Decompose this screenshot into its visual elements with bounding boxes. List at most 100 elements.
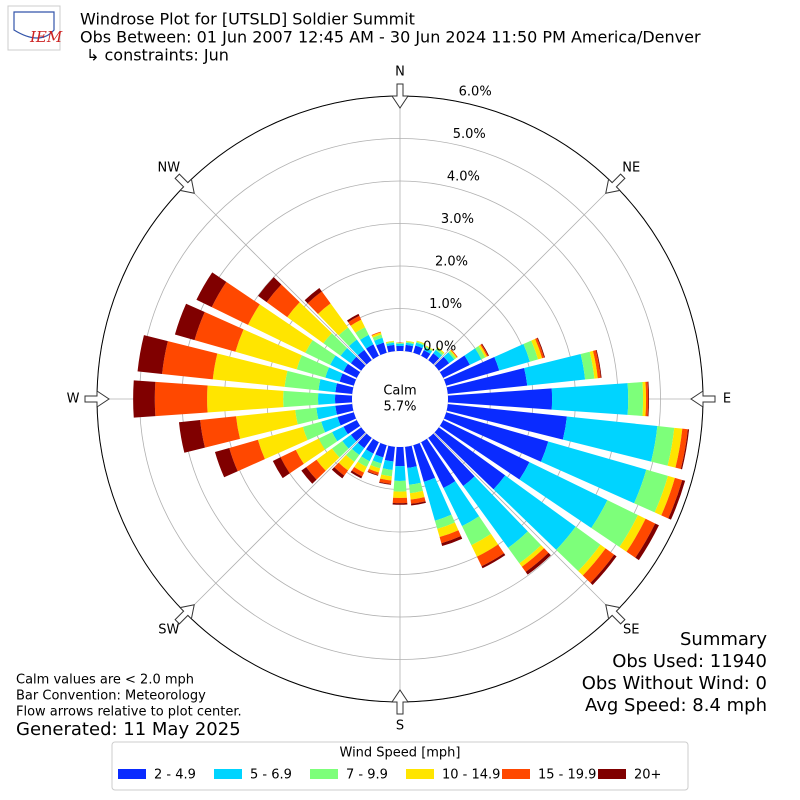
note: Flow arrows relative to plot center.	[16, 705, 242, 720]
wind-bar	[413, 345, 423, 356]
wind-bar	[335, 383, 354, 394]
wind-bar	[334, 462, 349, 476]
wind-bar	[437, 522, 459, 538]
compass-arrow	[690, 390, 716, 408]
summary: Obs Without Wind: 0	[582, 673, 767, 694]
wind-bar	[247, 304, 313, 353]
summary: Summary	[680, 629, 767, 650]
wind-bar	[258, 277, 282, 303]
wind-bar	[634, 469, 668, 513]
wind-bar	[441, 536, 463, 547]
wind-bar	[317, 393, 336, 405]
wind-bar	[350, 319, 365, 333]
wind-bar	[475, 346, 486, 360]
wind-bar	[421, 350, 431, 360]
grid-spoke	[433, 184, 615, 366]
wind-bar	[661, 477, 683, 519]
wind-bar	[330, 355, 348, 372]
direction-label: SW	[158, 623, 179, 638]
logo-text: IEM	[29, 28, 63, 46]
wind-bar	[675, 428, 688, 470]
wind-bar	[439, 530, 462, 544]
calm-value: 5.7%	[383, 400, 416, 415]
wind-bar	[334, 394, 353, 404]
y-tick-label: 4.0%	[447, 170, 480, 185]
wind-bar	[372, 334, 383, 341]
wind-bar	[302, 421, 326, 441]
wind-bar	[386, 342, 395, 347]
wind-bar	[379, 478, 392, 484]
wind-bar	[318, 432, 338, 450]
wind-bar	[229, 439, 265, 472]
wind-bar	[214, 447, 238, 478]
wind-bar	[589, 350, 598, 379]
wind-bar	[436, 347, 445, 354]
wind-bar	[392, 502, 408, 505]
wind-bar	[235, 329, 302, 370]
wind-bar	[370, 460, 382, 469]
wind-bar	[137, 335, 168, 374]
legend-label: 10 - 14.9	[442, 768, 500, 783]
wind-bar	[619, 515, 646, 552]
wind-bar	[376, 342, 387, 356]
wind-bar	[434, 514, 455, 529]
wind-bar	[343, 420, 361, 435]
wind-bar	[350, 470, 363, 479]
direction-label: NW	[157, 160, 180, 175]
y-tick-label: 2.0%	[435, 255, 468, 270]
legend-label: 2 - 4.9	[154, 768, 196, 783]
note: Bar Convention: Meteorology	[16, 689, 206, 704]
wind-bar	[580, 351, 595, 380]
wind-bar	[367, 471, 379, 476]
wind-bar	[323, 333, 348, 356]
legend-swatch	[406, 769, 434, 779]
wind-bar	[392, 497, 408, 504]
legend-label: 20+	[634, 768, 661, 783]
y-tick-label: 1.0%	[429, 297, 462, 312]
wind-bar	[481, 343, 489, 356]
wind-bar	[410, 497, 426, 504]
wind-bar	[421, 438, 456, 488]
chart-title: Windrose Plot for [UTSLD] Soldier Summit	[80, 10, 415, 29]
wind-bar	[642, 381, 647, 417]
calm-circle	[352, 351, 448, 447]
wind-bar	[523, 340, 539, 362]
wind-bar	[449, 350, 458, 359]
wind-bar	[591, 500, 638, 548]
wind-bar	[626, 518, 656, 558]
wind-bar	[266, 284, 300, 318]
wind-bar	[375, 442, 387, 458]
wind-bar	[423, 347, 433, 354]
wind-bar	[381, 468, 393, 477]
direction-label: E	[723, 392, 731, 407]
wind-bar	[384, 445, 395, 462]
wind-bar	[360, 334, 374, 349]
wind-bar	[174, 303, 205, 341]
wind-bar	[351, 466, 365, 477]
y-tick-label: 5.0%	[453, 127, 486, 142]
wind-bar	[590, 554, 617, 585]
wind-bar	[207, 385, 284, 413]
wind-bar	[443, 357, 500, 386]
wind-bar	[393, 491, 407, 499]
wind-bar	[434, 427, 506, 490]
wind-bar	[508, 531, 542, 564]
wind-bar	[332, 426, 348, 442]
wind-bar	[287, 302, 332, 344]
wind-bar	[443, 481, 480, 527]
wind-bar	[416, 340, 425, 345]
y-tick-label: 6.0%	[459, 85, 492, 100]
wind-bar	[396, 342, 404, 344]
chart-subtitle: Obs Between: 01 Jun 2007 12:45 AM - 30 J…	[80, 28, 701, 47]
wind-bar	[535, 337, 545, 359]
wind-bar	[350, 356, 366, 371]
wind-bar	[428, 353, 440, 365]
wind-bar	[317, 303, 349, 336]
wind-bar	[409, 482, 423, 494]
wind-bar	[307, 291, 331, 315]
summary: Avg Speed: 8.4 mph	[585, 695, 767, 716]
legend-swatch	[214, 769, 242, 779]
wind-bar	[635, 523, 659, 561]
legend-frame	[111, 741, 689, 791]
compass-arrow	[84, 390, 110, 408]
